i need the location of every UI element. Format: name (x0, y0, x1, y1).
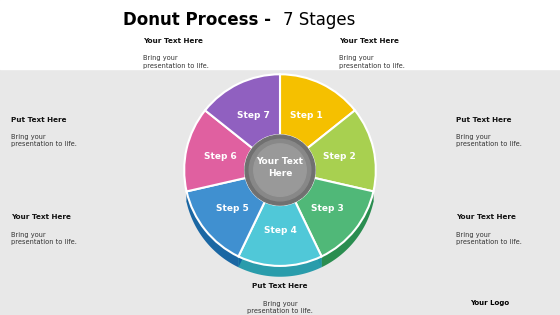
Circle shape (245, 135, 315, 205)
Polygon shape (239, 202, 265, 267)
Text: Put Text Here: Put Text Here (11, 117, 67, 123)
Text: Put Text Here: Put Text Here (252, 284, 308, 289)
Text: 7 Stages: 7 Stages (283, 11, 355, 30)
Text: Your Text Here: Your Text Here (11, 214, 71, 220)
Polygon shape (239, 202, 265, 267)
Text: Your Text Here: Your Text Here (456, 214, 516, 220)
Bar (0, 0, 560, 69)
Polygon shape (246, 178, 265, 212)
Polygon shape (186, 192, 239, 267)
Text: Your Text Here: Your Text Here (143, 38, 203, 44)
Text: Step 7: Step 7 (237, 111, 270, 120)
Wedge shape (205, 74, 280, 148)
Text: Step 3: Step 3 (311, 203, 344, 213)
Text: Bring your
presentation to life.: Bring your presentation to life. (11, 232, 77, 245)
Circle shape (249, 139, 311, 201)
Text: Your Text
Here: Your Text Here (256, 157, 304, 178)
Text: Bring your
presentation to life.: Bring your presentation to life. (456, 232, 522, 245)
Text: Step 1: Step 1 (290, 111, 323, 120)
Wedge shape (307, 110, 376, 192)
Text: Bring your
presentation to life.: Bring your presentation to life. (339, 55, 405, 69)
Wedge shape (239, 202, 321, 266)
Polygon shape (295, 202, 321, 267)
Circle shape (254, 144, 306, 196)
Text: Bring your
presentation to life.: Bring your presentation to life. (143, 55, 209, 69)
Text: Step 2: Step 2 (323, 152, 356, 161)
Text: Bring your
presentation to life.: Bring your presentation to life. (247, 301, 313, 314)
Text: Put Text Here: Put Text Here (456, 117, 512, 123)
Wedge shape (186, 178, 265, 256)
Text: Step 4: Step 4 (264, 226, 296, 235)
Text: Step 5: Step 5 (216, 203, 249, 213)
Polygon shape (295, 178, 314, 212)
Text: Bring your
presentation to life.: Bring your presentation to life. (11, 134, 77, 147)
Text: Step 6: Step 6 (204, 152, 237, 161)
Wedge shape (295, 178, 374, 256)
Text: Your Text Here: Your Text Here (339, 38, 399, 44)
Polygon shape (239, 256, 321, 277)
Wedge shape (184, 110, 253, 192)
Wedge shape (280, 74, 355, 148)
Text: Donut Process -: Donut Process - (123, 11, 277, 30)
Text: Your Logo: Your Logo (470, 300, 510, 306)
Polygon shape (186, 178, 246, 202)
Polygon shape (321, 192, 374, 267)
Text: Bring your
presentation to life.: Bring your presentation to life. (456, 134, 522, 147)
Polygon shape (314, 178, 374, 202)
Polygon shape (295, 202, 321, 267)
Polygon shape (265, 202, 295, 216)
